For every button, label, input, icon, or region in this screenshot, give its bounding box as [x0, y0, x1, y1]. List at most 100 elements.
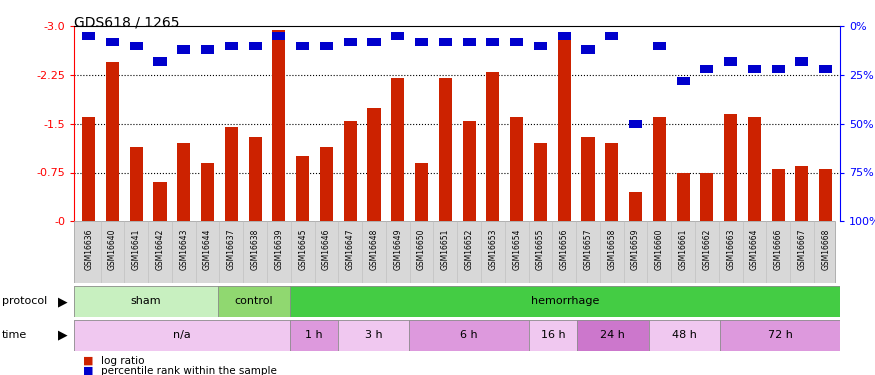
- Bar: [557, 32, 570, 40]
- Text: GSM16639: GSM16639: [275, 228, 284, 270]
- Text: n/a: n/a: [173, 330, 191, 340]
- Bar: [290, 286, 840, 317]
- Text: GSM16656: GSM16656: [560, 228, 569, 270]
- Bar: [344, 120, 357, 221]
- Text: GSM16650: GSM16650: [417, 228, 426, 270]
- Bar: [74, 286, 218, 317]
- Bar: [178, 143, 190, 221]
- Text: protocol: protocol: [2, 297, 47, 306]
- Bar: [130, 147, 143, 221]
- Bar: [772, 65, 785, 74]
- Bar: [438, 38, 452, 46]
- Bar: [606, 143, 619, 221]
- Bar: [819, 65, 832, 74]
- Bar: [724, 57, 737, 66]
- Text: GSM16659: GSM16659: [631, 228, 640, 270]
- Text: GSM16642: GSM16642: [156, 228, 164, 270]
- Text: GSM16640: GSM16640: [108, 228, 117, 270]
- Text: ■: ■: [83, 356, 94, 366]
- Bar: [74, 320, 290, 351]
- Bar: [795, 57, 808, 66]
- Bar: [178, 45, 190, 54]
- Bar: [225, 42, 238, 50]
- Bar: [653, 42, 666, 50]
- Bar: [676, 76, 690, 85]
- Bar: [272, 32, 285, 40]
- Text: percentile rank within the sample: percentile rank within the sample: [101, 366, 276, 375]
- Text: GSM16649: GSM16649: [393, 228, 402, 270]
- Bar: [153, 182, 166, 221]
- Text: GSM16644: GSM16644: [203, 228, 212, 270]
- Bar: [581, 45, 594, 54]
- Text: GSM16636: GSM16636: [84, 228, 93, 270]
- Text: ▶: ▶: [58, 329, 68, 342]
- Bar: [248, 42, 262, 50]
- Text: GSM16652: GSM16652: [465, 228, 473, 270]
- Text: time: time: [2, 330, 27, 340]
- Bar: [463, 120, 476, 221]
- Bar: [320, 147, 333, 221]
- Bar: [225, 127, 238, 221]
- Bar: [296, 156, 309, 221]
- Bar: [391, 32, 404, 40]
- Bar: [487, 72, 500, 221]
- Bar: [201, 163, 214, 221]
- Bar: [748, 117, 761, 221]
- Bar: [653, 117, 666, 221]
- Text: 6 h: 6 h: [460, 330, 478, 340]
- Text: GSM16637: GSM16637: [227, 228, 235, 270]
- Bar: [106, 38, 119, 46]
- Bar: [218, 286, 290, 317]
- Bar: [463, 38, 476, 46]
- Bar: [487, 38, 500, 46]
- Bar: [748, 65, 761, 74]
- Text: GSM16647: GSM16647: [346, 228, 354, 270]
- Bar: [510, 117, 523, 221]
- Bar: [720, 320, 840, 351]
- Text: GSM16638: GSM16638: [250, 228, 260, 270]
- Text: GSM16667: GSM16667: [797, 228, 807, 270]
- Text: GSM16648: GSM16648: [369, 228, 379, 270]
- Bar: [629, 192, 642, 221]
- Text: GSM16664: GSM16664: [750, 228, 759, 270]
- Bar: [201, 45, 214, 54]
- Text: hemorrhage: hemorrhage: [530, 297, 599, 306]
- Bar: [338, 320, 410, 351]
- Text: 48 h: 48 h: [672, 330, 696, 340]
- Text: 72 h: 72 h: [767, 330, 793, 340]
- Bar: [415, 38, 428, 46]
- Bar: [82, 117, 95, 221]
- Text: GSM16645: GSM16645: [298, 228, 307, 270]
- Text: GSM16666: GSM16666: [774, 228, 782, 270]
- Text: GSM16653: GSM16653: [488, 228, 497, 270]
- Text: GSM16660: GSM16660: [654, 228, 664, 270]
- Text: GSM16658: GSM16658: [607, 228, 616, 270]
- Text: 3 h: 3 h: [365, 330, 382, 340]
- Text: log ratio: log ratio: [101, 356, 144, 366]
- Bar: [510, 38, 523, 46]
- Bar: [368, 38, 381, 46]
- Text: GSM16655: GSM16655: [536, 228, 545, 270]
- Bar: [320, 42, 333, 50]
- Bar: [557, 33, 570, 221]
- Text: GSM16654: GSM16654: [512, 228, 522, 270]
- Text: 24 h: 24 h: [600, 330, 625, 340]
- Bar: [700, 172, 713, 221]
- Bar: [534, 42, 547, 50]
- Text: ▶: ▶: [58, 295, 68, 308]
- Bar: [130, 42, 143, 50]
- Bar: [248, 137, 262, 221]
- Bar: [82, 32, 95, 40]
- Bar: [819, 169, 832, 221]
- Bar: [581, 137, 594, 221]
- Text: GSM16651: GSM16651: [441, 228, 450, 270]
- Bar: [534, 143, 547, 221]
- Text: sham: sham: [131, 297, 162, 306]
- Bar: [648, 320, 720, 351]
- Bar: [410, 320, 529, 351]
- Text: ■: ■: [83, 366, 94, 375]
- Bar: [368, 108, 381, 221]
- Bar: [415, 163, 428, 221]
- Bar: [153, 57, 166, 66]
- Text: GSM16657: GSM16657: [584, 228, 592, 270]
